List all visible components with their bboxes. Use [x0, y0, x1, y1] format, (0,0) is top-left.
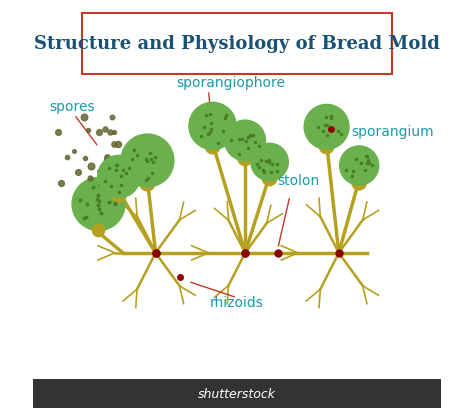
Text: stolon: stolon	[278, 173, 320, 187]
Circle shape	[92, 225, 105, 237]
Text: Structure and Physiology of Bread Mold: Structure and Physiology of Bread Mold	[34, 35, 440, 53]
Circle shape	[205, 140, 220, 155]
Circle shape	[98, 156, 140, 198]
Circle shape	[304, 105, 349, 150]
FancyBboxPatch shape	[33, 379, 441, 408]
Circle shape	[238, 151, 253, 166]
Circle shape	[352, 176, 366, 190]
Circle shape	[140, 177, 155, 191]
Circle shape	[339, 146, 379, 186]
Circle shape	[319, 139, 334, 154]
FancyBboxPatch shape	[82, 13, 392, 74]
Circle shape	[111, 188, 126, 203]
Circle shape	[72, 178, 125, 231]
Circle shape	[225, 121, 265, 162]
Text: rhizoids: rhizoids	[210, 295, 264, 309]
Circle shape	[189, 103, 236, 150]
Text: spores: spores	[50, 100, 95, 114]
Circle shape	[121, 135, 174, 187]
Circle shape	[251, 144, 288, 181]
Text: sporangiophore: sporangiophore	[176, 76, 285, 90]
Text: shutterstock: shutterstock	[198, 387, 276, 400]
Circle shape	[262, 171, 277, 186]
Text: sporangium: sporangium	[351, 124, 434, 138]
